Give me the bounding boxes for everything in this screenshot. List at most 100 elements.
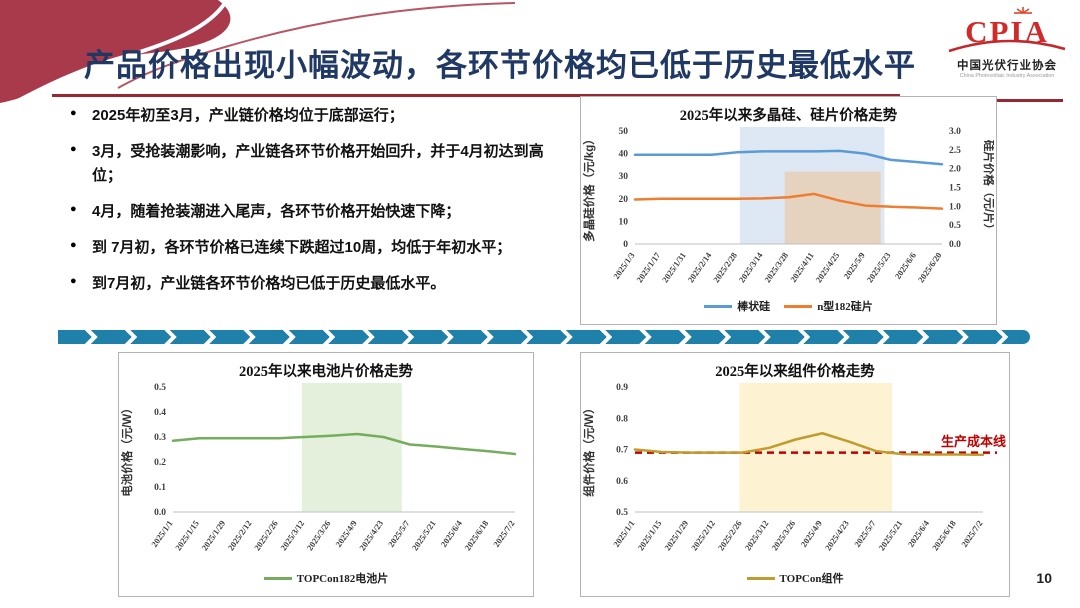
x-tick-label: 2025/7/2 xyxy=(491,518,517,549)
sunburst-icon xyxy=(1014,7,1032,14)
y-axis-title: 电池价格（元/W） xyxy=(120,402,134,497)
x-tick-label: 2025/1/1 xyxy=(611,518,637,549)
wave-thin-line xyxy=(117,2,516,89)
y-tick-label: 30 xyxy=(619,172,629,182)
y2-axis-title: 硅片价格（元/片） xyxy=(982,140,994,235)
legend-item: TOPCon组件 xyxy=(746,570,843,586)
title-underline xyxy=(52,94,900,97)
y-axis-title: 组件价格（元/W） xyxy=(582,402,596,497)
logo-name-cn: 中国光伏行业协会 xyxy=(957,60,1057,72)
bullet-item: 到7月初，产业链各环节价格均已低于历史最低水平。 xyxy=(66,272,566,295)
x-tick-label: 2025/2/28 xyxy=(711,250,739,284)
chart-title: 2025年以来组件价格走势 xyxy=(715,364,875,380)
x-tick-label: 2025/5/7 xyxy=(852,518,878,549)
y2-tick-label: 2.0 xyxy=(949,165,961,175)
highlight-band xyxy=(784,171,881,244)
chart-cell-price: 2025年以来电池片价格走势 0.0 0.1 0.2 0.3 0.4 0.5 2025/1/… xyxy=(118,352,534,597)
x-tick-label: 2025/3/12 xyxy=(743,518,771,552)
y-axis-title: 多晶硅价格（元/kg） xyxy=(582,133,596,242)
x-tick-label: 2025/1/3 xyxy=(611,250,637,281)
legend-line-swatch xyxy=(263,576,292,580)
x-tick-label: 2025/2/26 xyxy=(716,518,744,552)
chart-plot-area: 0.0 0.1 0.2 0.3 0.4 0.5 2025/1/1 2025/1/15 2025/… xyxy=(119,381,533,572)
y2-tick-label: 0.0 xyxy=(949,240,961,250)
page-title: 产品价格出现小幅波动，各环节价格均已低于历史最低水平 xyxy=(84,48,916,83)
x-tick-label: 2025/4/9 xyxy=(798,518,824,549)
chart-polysilicon-wafer: 2025年以来多晶硅、硅片价格走势 0 10 20 30 40 50 0.0 0.5 1.0 1.… xyxy=(580,96,997,325)
corner-wave-decoration xyxy=(0,0,516,106)
cost-line-label: 生产成本线 xyxy=(940,434,1006,449)
x-tick-label: 2025/7/2 xyxy=(959,518,985,549)
legend-label: 棒状硅 xyxy=(737,301,771,313)
y2-tick-label: 1.0 xyxy=(949,202,961,212)
x-tick-label: 2025/2/12 xyxy=(689,518,717,552)
series-line xyxy=(171,432,517,456)
legend-item: 棒状硅 xyxy=(704,298,770,314)
y-tick-label: 0 xyxy=(623,240,628,250)
y2-tick-label: 1.5 xyxy=(949,184,961,194)
x-tick-label: 2025/6/18 xyxy=(930,518,958,552)
y-tick-label: 50 xyxy=(619,127,629,137)
legend-item: n型182硅片 xyxy=(784,298,873,314)
x-tick-label: 2025/1/29 xyxy=(662,518,690,552)
chart-plot-area: 0.5 0.6 0.7 0.8 0.9 2025/1/1 2025/1/15 2025/1/2… xyxy=(581,381,1009,572)
legend-label: TOPCon182电池片 xyxy=(296,573,389,585)
wave-white-line xyxy=(11,0,230,106)
chart-legend: TOPCon组件 xyxy=(581,570,1009,586)
cpia-logo-graphic: CPIA xyxy=(948,7,1066,53)
x-tick-label: 2025/1/29 xyxy=(199,518,227,552)
y-tick-label: 0.1 xyxy=(154,483,166,493)
legend-line-swatch xyxy=(784,304,813,308)
series-line xyxy=(633,149,944,166)
y2-tick-label: 2.5 xyxy=(949,146,961,156)
x-tick-label: 2025/2/26 xyxy=(252,518,280,552)
y-tick-label: 0.3 xyxy=(154,433,166,443)
chart-legend: TOPCon182电池片 xyxy=(119,570,533,586)
x-tick-label: 2025/3/28 xyxy=(762,250,790,284)
bullet-item: 4月，随着抢装潮进入尾声，各环节价格开始快速下降； xyxy=(66,200,566,223)
y-tick-label: 0.4 xyxy=(154,408,166,418)
x-tick-label: 2025/1/1 xyxy=(149,518,175,549)
logo-arc xyxy=(948,39,1066,53)
y2-tick-label: 0.5 xyxy=(949,221,961,231)
y-tick-label: 40 xyxy=(619,150,629,160)
x-tick-label: 2025/4/23 xyxy=(357,518,385,552)
chart-title: 2025年以来电池片价格走势 xyxy=(239,364,413,380)
divider-bottom-stripes xyxy=(58,337,1030,344)
logo-name-en: China Photovoltaic Industry Association xyxy=(959,73,1055,79)
x-tick-label: 2025/6/6 xyxy=(893,250,919,281)
x-tick-label: 2025/2/12 xyxy=(226,518,254,552)
chart-title: 2025年以来多晶硅、硅片价格走势 xyxy=(679,108,898,124)
bullet-item: 到 7月初，各环节价格已连续下跌超过10周，均低于年初水平； xyxy=(66,236,566,259)
legend-line-swatch xyxy=(746,576,775,580)
cpia-logo: CPIA 中国光伏行业协会 China Photovoltaic Industr… xyxy=(943,6,1071,79)
x-tick-label: 2025/1/31 xyxy=(660,250,688,284)
page-number: 10 xyxy=(1036,570,1052,586)
x-tick-label: 2025/6/4 xyxy=(906,518,932,549)
y-tick-label: 0.0 xyxy=(154,508,166,518)
x-tick-label: 2025/1/17 xyxy=(634,250,662,285)
bullet-item: 3月，受抢装潮影响，产业链各环节价格开始回升，并于4月初达到高位； xyxy=(66,140,566,187)
x-tick-label: 2025/3/12 xyxy=(278,518,306,552)
y-tick-label: 10 xyxy=(619,217,629,227)
wave-shape xyxy=(0,0,231,103)
bullet-item: 2025年初至3月，产业链价格均位于底部运行； xyxy=(66,104,566,127)
x-tick-label: 2025/6/20 xyxy=(916,250,944,284)
bullet-list: 2025年初至3月，产业链价格均位于底部运行； 3月，受抢装潮影响，产业链各环节… xyxy=(66,104,566,309)
x-tick-label: 2025/5/7 xyxy=(386,518,412,549)
divider-chevrons xyxy=(58,330,1030,344)
x-tick-label: 2025/2/14 xyxy=(685,250,713,285)
divider-top-stripes xyxy=(58,330,1030,337)
x-tick-label: 2025/1/15 xyxy=(635,518,663,552)
chart-plot: 0.5 0.6 0.7 0.8 0.9 2025/1/12025/1/152025/1/2… xyxy=(582,383,997,552)
y-tick-label: 0.5 xyxy=(154,383,166,393)
highlight-band xyxy=(301,383,402,512)
x-tick-label: 2025/5/23 xyxy=(865,250,893,284)
x-tick-label: 2025/4/9 xyxy=(333,518,359,549)
x-tick-label: 2025/3/26 xyxy=(769,518,797,552)
x-tick-label: 2025/6/18 xyxy=(462,518,490,552)
y-tick-label: 0.7 xyxy=(616,446,628,456)
x-tick-label: 2025/5/21 xyxy=(876,518,904,552)
chart-plot: 0 10 20 30 40 50 0.0 0.5 1.0 1.5 2.0 2.5 3.0 2025/1/3… xyxy=(582,127,996,285)
